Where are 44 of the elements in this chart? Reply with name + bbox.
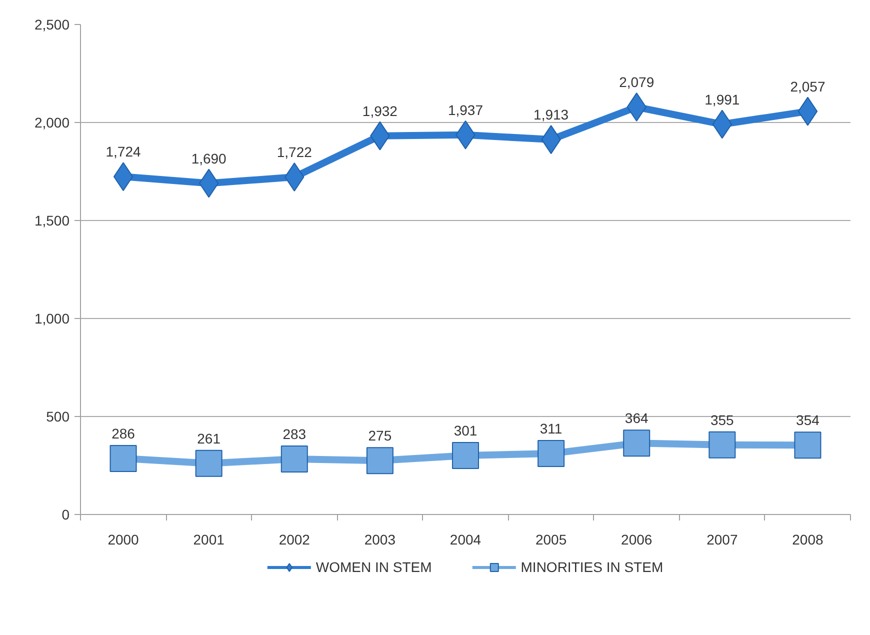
data-label: 286: [112, 425, 136, 442]
point: [708, 431, 736, 458]
y-tick-label: 0: [62, 506, 70, 522]
x-tick-label: 2003: [364, 532, 396, 548]
data-label: 354: [796, 412, 820, 428]
point: [366, 447, 394, 474]
data-label: 1,690: [191, 150, 227, 166]
x-tick-label: 2007: [706, 532, 738, 548]
data-label: 1,932: [362, 102, 398, 119]
y-tick-label: 1,000: [34, 310, 70, 326]
x-tick-label: 2002: [278, 532, 310, 548]
point: [538, 440, 565, 468]
data-label: 1,913: [534, 106, 569, 123]
point: [195, 450, 222, 477]
x-tick-label: 2001: [193, 532, 225, 548]
x-tick-label: 2000: [108, 532, 140, 548]
data-label: 1,991: [704, 91, 740, 108]
point: [623, 430, 650, 457]
data-label: 355: [710, 412, 734, 428]
data-label: 2,057: [790, 78, 826, 94]
data-label: 2,079: [619, 74, 654, 90]
data-label: 283: [282, 426, 306, 442]
x-tick-label: 2004: [450, 532, 482, 548]
point: [794, 432, 822, 459]
data-label: 275: [368, 428, 392, 444]
point: [452, 442, 479, 470]
data-label: 311: [540, 420, 562, 437]
point: [280, 446, 308, 473]
data-label: 1,722: [276, 144, 312, 160]
x-tick-label: 2005: [535, 532, 567, 548]
y-tick-label: 1,500: [34, 212, 70, 228]
x-tick-label: 2008: [792, 532, 824, 548]
point: [110, 444, 137, 472]
data-label: 364: [624, 410, 649, 426]
y-tick-label: 2,500: [34, 16, 70, 32]
data-label: 301: [454, 422, 478, 439]
y-tick-label: 2,000: [34, 114, 70, 130]
legend-label: WOMEN IN STEM: [316, 559, 432, 575]
legend-label: MINORITIES IN STEM: [520, 559, 664, 575]
x-tick-label: 2006: [621, 532, 652, 548]
data-label: 1,724: [106, 144, 142, 160]
data-label: 261: [197, 430, 221, 446]
y-tick-label: 500: [46, 408, 70, 424]
data-label: 1,937: [448, 102, 484, 118]
